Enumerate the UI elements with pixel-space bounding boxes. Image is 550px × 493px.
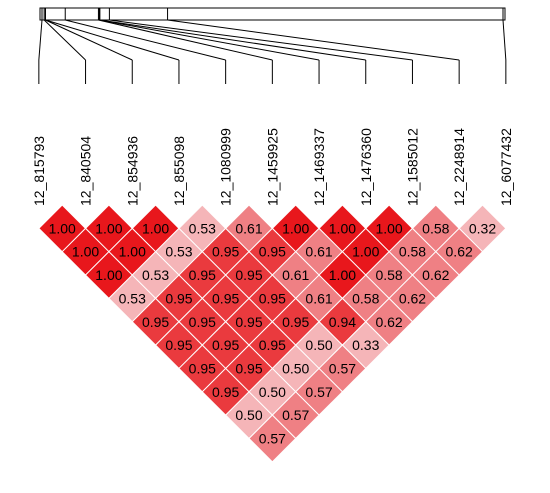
ld-value: 0.95 — [189, 360, 216, 376]
ld-value: 1.00 — [142, 220, 169, 236]
connector-line-6 — [99, 19, 320, 61]
ld-value: 0.50 — [259, 384, 286, 400]
snp-label: 12_2248914 — [451, 128, 467, 206]
ld-value: 0.62 — [446, 244, 473, 260]
connector-line-3 — [45, 19, 180, 61]
ld-value: 0.58 — [399, 244, 426, 260]
ld-value: 0.95 — [189, 267, 216, 283]
ld-cell — [248, 414, 297, 463]
ld-value: 0.95 — [259, 337, 286, 353]
ld-value: 0.95 — [259, 290, 286, 306]
ld-value: 0.50 — [305, 337, 332, 353]
ld-value: 1.00 — [282, 220, 309, 236]
ld-value: 1.00 — [95, 267, 122, 283]
ld-value: 0.62 — [422, 267, 449, 283]
ld-value: 1.00 — [329, 267, 356, 283]
ld-value: 0.95 — [212, 244, 239, 260]
connector-line-8 — [109, 19, 413, 61]
ld-cells: 1.00 1.00 1.00 0.53 0.61 1.00 1.00 1.00 0.58 0.32… — [38, 204, 507, 463]
connector-line-1 — [43, 19, 86, 61]
ld-value: 1.00 — [352, 244, 379, 260]
connector-line-5 — [98, 19, 273, 61]
ld-value: 0.50 — [282, 360, 309, 376]
snp-connector-lines — [38, 19, 507, 84]
ld-value: 0.94 — [329, 314, 356, 330]
connector-line-9 — [167, 19, 460, 61]
snp-label: 12_6077432 — [498, 128, 514, 206]
snp-label: 12_1080999 — [218, 128, 234, 206]
snp-label: 12_855098 — [171, 136, 187, 206]
ld-value: 0.61 — [305, 244, 332, 260]
ld-value: 1.00 — [375, 220, 402, 236]
snp-label: 12_1476360 — [358, 128, 374, 206]
ld-value: 1.00 — [329, 220, 356, 236]
ld-value: 0.57 — [305, 384, 332, 400]
snp-label: 12_854936 — [124, 136, 140, 206]
ld-value: 1.00 — [119, 244, 146, 260]
ld-value: 0.95 — [235, 267, 262, 283]
connector-line-10 — [502, 19, 507, 61]
snp-labels: 12_815793 12_840504 12_854936 12_855098 12_1… — [31, 128, 514, 206]
connector-line-7 — [99, 19, 366, 61]
snp-label: 12_815793 — [31, 136, 47, 206]
ld-value: 0.95 — [142, 314, 169, 330]
ld-value: 0.58 — [422, 220, 449, 236]
connector-line-2 — [45, 19, 133, 61]
ld-value: 0.95 — [212, 337, 239, 353]
ld-value: 0.57 — [282, 407, 309, 423]
ld-value: 0.95 — [282, 314, 309, 330]
ld-value: 0.32 — [469, 220, 496, 236]
ld-value: 0.95 — [212, 384, 239, 400]
snp-label: 12_1469337 — [311, 128, 327, 206]
ld-value: 0.53 — [189, 220, 216, 236]
ld-value: 0.53 — [142, 267, 169, 283]
connector-line-0 — [38, 19, 43, 61]
ld-value: 0.62 — [375, 314, 402, 330]
ld-value: 0.33 — [352, 337, 379, 353]
snp-label: 12_840504 — [78, 136, 94, 206]
ld-value: 1.00 — [95, 220, 122, 236]
ld-value: 0.95 — [165, 290, 192, 306]
ld-value: 0.61 — [235, 220, 262, 236]
track-bar — [39, 7, 506, 21]
ld-value: 0.61 — [282, 267, 309, 283]
ld-value: 1.00 — [72, 244, 99, 260]
ld-value: 0.95 — [235, 314, 262, 330]
ld-value: 0.58 — [352, 290, 379, 306]
connector-line-4 — [65, 19, 226, 61]
ld-value: 0.95 — [189, 314, 216, 330]
ld-value: 0.57 — [259, 431, 286, 447]
ld-value: 0.95 — [235, 360, 262, 376]
ld-value: 0.61 — [305, 290, 332, 306]
ld-value: 0.95 — [212, 290, 239, 306]
snp-position-track — [39, 7, 506, 21]
ld-value: 0.53 — [119, 290, 146, 306]
ld-value: 0.95 — [165, 337, 192, 353]
ld-value: 0.57 — [329, 360, 356, 376]
ld-value: 0.62 — [399, 290, 426, 306]
snp-label: 12_1459925 — [264, 128, 280, 206]
ld-value: 0.50 — [235, 407, 262, 423]
ld-value: 0.95 — [259, 244, 286, 260]
snp-label: 12_1585012 — [404, 128, 420, 206]
ld-value: 0.53 — [165, 244, 192, 260]
ld-value: 0.58 — [375, 267, 402, 283]
ld-value: 1.00 — [49, 220, 76, 236]
